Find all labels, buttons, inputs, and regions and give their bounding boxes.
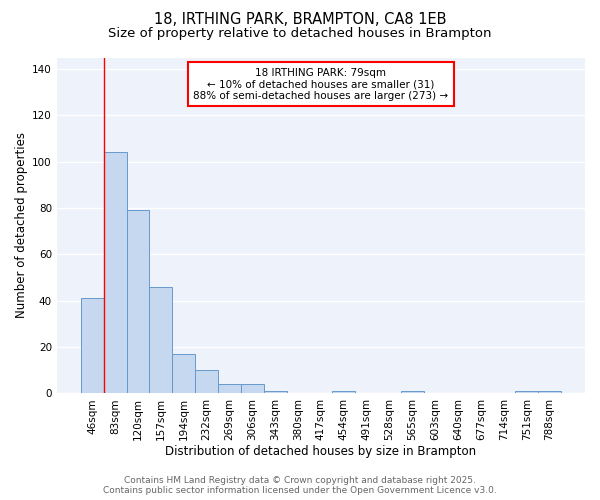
Bar: [81, 298, 104, 394]
Bar: [538, 391, 561, 394]
Bar: [104, 152, 127, 394]
Text: Size of property relative to detached houses in Brampton: Size of property relative to detached ho…: [108, 28, 492, 40]
Bar: [241, 384, 264, 394]
Bar: [218, 384, 241, 394]
Bar: [264, 391, 287, 394]
Bar: [195, 370, 218, 394]
Bar: [401, 391, 424, 394]
X-axis label: Distribution of detached houses by size in Brampton: Distribution of detached houses by size …: [166, 444, 476, 458]
Text: 18 IRTHING PARK: 79sqm
← 10% of detached houses are smaller (31)
88% of semi-det: 18 IRTHING PARK: 79sqm ← 10% of detached…: [193, 68, 448, 101]
Bar: [127, 210, 149, 394]
Bar: [172, 354, 195, 394]
Bar: [149, 287, 172, 394]
Bar: [515, 391, 538, 394]
Y-axis label: Number of detached properties: Number of detached properties: [15, 132, 28, 318]
Text: Contains HM Land Registry data © Crown copyright and database right 2025.
Contai: Contains HM Land Registry data © Crown c…: [103, 476, 497, 495]
Bar: [332, 391, 355, 394]
Text: 18, IRTHING PARK, BRAMPTON, CA8 1EB: 18, IRTHING PARK, BRAMPTON, CA8 1EB: [154, 12, 446, 28]
